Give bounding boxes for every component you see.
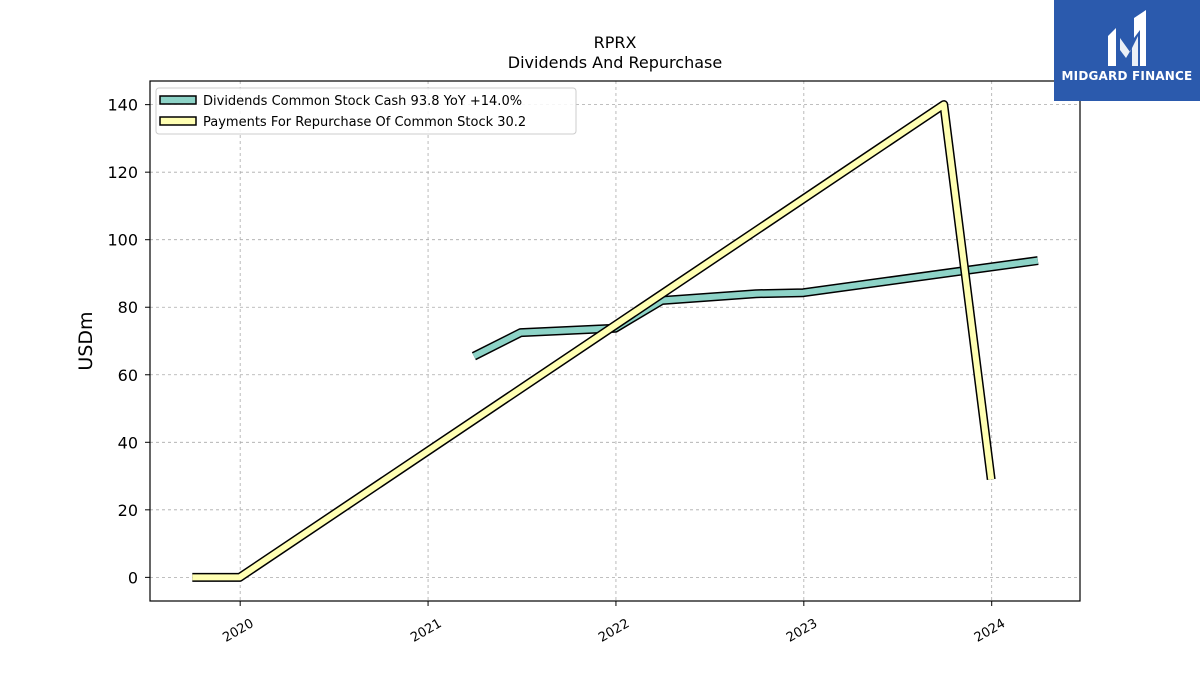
legend-label: Payments For Repurchase Of Common Stock … <box>203 115 526 130</box>
y-axis-label: USDm <box>75 311 97 370</box>
legend-box <box>155 87 577 135</box>
series-fill <box>192 101 995 581</box>
logo-text: MIDGARD FINANCE <box>1061 69 1193 83</box>
series <box>192 100 1039 582</box>
y-tick-label: 0 <box>128 568 138 587</box>
series-line-2 <box>192 100 996 582</box>
logo-mark-icon <box>1108 10 1146 66</box>
y-tick-label: 120 <box>107 163 138 182</box>
y-tick-label: 60 <box>118 366 138 385</box>
y-tick-label: 80 <box>118 298 138 317</box>
x-tick-label: 2024 <box>972 616 1008 646</box>
y-tick-label: 40 <box>118 433 138 452</box>
legend-swatch <box>159 116 197 126</box>
series-line-1 <box>471 256 1039 361</box>
midgard-finance-logo: MIDGARD FINANCE <box>1054 0 1200 101</box>
legend-label: Dividends Common Stock Cash 93.8 YoY +14… <box>203 94 522 109</box>
x-tick-label: 2023 <box>784 616 820 646</box>
x-tick-label: 2021 <box>408 616 444 646</box>
grid <box>150 81 1080 601</box>
legend-item-1: Dividends Common Stock Cash 93.8 YoY +14… <box>159 94 522 109</box>
chart-subtitle: Dividends And Repurchase <box>508 53 722 72</box>
x-tick-label: 2020 <box>220 616 256 646</box>
chart-title: RPRX <box>594 33 637 52</box>
y-tick-label: 20 <box>118 501 138 520</box>
axis-ticks: 0 20 40 60 80 100 120 140 2020 2021 2022 2023 2024 <box>107 96 1008 646</box>
legend-swatch <box>159 95 197 105</box>
x-tick-label: 2022 <box>596 616 632 646</box>
y-tick-label: 100 <box>107 231 138 250</box>
y-tick-label: 140 <box>107 96 138 115</box>
legend-item-2: Payments For Repurchase Of Common Stock … <box>159 115 526 130</box>
plot-frame <box>149 80 1081 602</box>
legend: Dividends Common Stock Cash 93.8 YoY +14… <box>155 87 577 135</box>
series-fill <box>472 257 1039 359</box>
